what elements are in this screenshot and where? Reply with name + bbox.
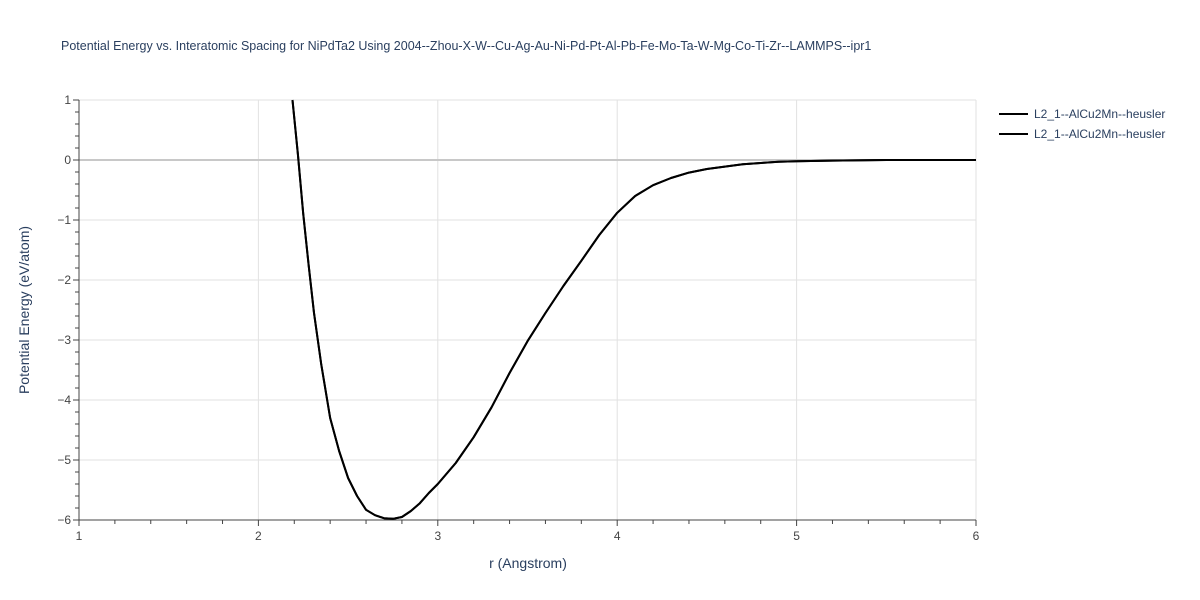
y-tick-label: −6 [57,513,71,527]
legend[interactable]: L2_1--AlCu2Mn--heusler L2_1--AlCu2Mn--heu… [999,107,1165,141]
y-tick-label: 1 [64,93,71,107]
legend-item-1[interactable]: L2_1--AlCu2Mn--heusler [999,107,1165,121]
x-tick-label: 6 [973,529,980,543]
x-axis-label: r (Angstrom) [489,555,567,571]
y-tick-label: −1 [57,213,71,227]
axes: 1 2 3 4 5 6 1 0 −1 −2 −3 −4 −5 −6 [57,93,979,543]
legend-item-2[interactable]: L2_1--AlCu2Mn--heusler [999,127,1165,141]
x-tick-label: 1 [76,529,83,543]
legend-label: L2_1--AlCu2Mn--heusler [1034,107,1165,121]
grid [79,99,977,520]
x-tick-label: 2 [255,529,262,543]
x-tick-label: 3 [434,529,441,543]
chart-title: Potential Energy vs. Interatomic Spacing… [61,39,871,53]
series-line-2 [291,99,976,520]
y-tick-label: −4 [57,393,71,407]
x-tick-label: 4 [614,529,621,543]
legend-label: L2_1--AlCu2Mn--heusler [1034,127,1165,141]
y-axis-label: Potential Energy (eV/atom) [16,226,32,394]
y-tick-label: −5 [57,453,71,467]
y-tick-label: −2 [57,273,71,287]
x-tick-label: 5 [793,529,800,543]
plot-area [291,99,976,520]
series-line-1 [291,99,976,520]
y-tick-label: 0 [64,153,71,167]
y-tick-label: −3 [57,333,71,347]
